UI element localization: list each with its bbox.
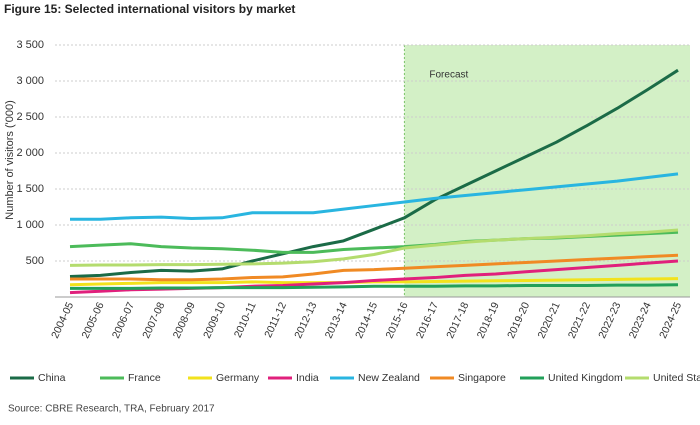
legend-label: China	[38, 372, 66, 384]
series-line	[69, 68, 679, 278]
x-tick-label: 2020-21	[535, 300, 562, 340]
source: Source: CBRE Research, TRA, February 201…	[8, 404, 215, 415]
y-axis-label: Number of visitors ('000)	[4, 100, 16, 219]
y-tick-label: 3 500	[16, 39, 44, 51]
y-tick-label: 1 000	[16, 219, 44, 231]
x-tick-label: 2004-05	[49, 300, 76, 340]
forecast-region	[404, 45, 690, 297]
x-tick-label: 2018-19	[475, 300, 502, 340]
legend-label: Germany	[216, 372, 260, 384]
series-line	[70, 253, 679, 282]
x-tick-label: 2017-18	[444, 300, 471, 340]
x-tick-label: 2008-09	[171, 300, 198, 340]
annotation: Forecast	[429, 70, 468, 81]
y-tick-label: 1 500	[16, 183, 44, 195]
chart-title: Figure 15: Selected international visito…	[4, 2, 295, 16]
x-tick-label: 2015-16	[383, 300, 410, 340]
y-tick-label: 500	[26, 255, 44, 267]
legend-label: United States	[653, 372, 700, 384]
legend-label: France	[128, 372, 161, 384]
x-tick-label: 2019-20	[505, 300, 532, 340]
x-tick-label: 2006-07	[110, 300, 137, 340]
y-tick-label: 2 500	[16, 111, 44, 123]
series-line	[70, 283, 679, 290]
legend-label: United Kingdom	[548, 372, 623, 384]
legend-label: New Zealand	[358, 372, 420, 384]
y-tick-label: 2 000	[16, 147, 44, 159]
x-tick-label: 2023-24	[627, 300, 654, 340]
x-tick-label: 2005-06	[79, 300, 106, 340]
x-tick-label: 2024-25	[657, 300, 684, 340]
x-tick-label: 2007-08	[140, 300, 167, 340]
series-line	[70, 172, 679, 221]
y-tick-label: 3 000	[16, 75, 44, 87]
x-tick-label: 2012-13	[292, 300, 319, 340]
x-tick-label: 2014-15	[353, 300, 380, 340]
x-tick-label: 2016-17	[414, 300, 441, 340]
x-tick-label: 2022-23	[596, 300, 623, 340]
x-tick-label: 2013-14	[323, 300, 350, 340]
x-tick-label: 2009-10	[201, 300, 228, 340]
series-line	[69, 228, 679, 267]
x-tick-label: 2010-11	[232, 300, 259, 339]
legend-label: Singapore	[458, 372, 506, 384]
legend-label: India	[296, 372, 319, 384]
x-tick-label: 2021-22	[566, 300, 593, 340]
x-tick-label: 2011-12	[262, 300, 289, 339]
